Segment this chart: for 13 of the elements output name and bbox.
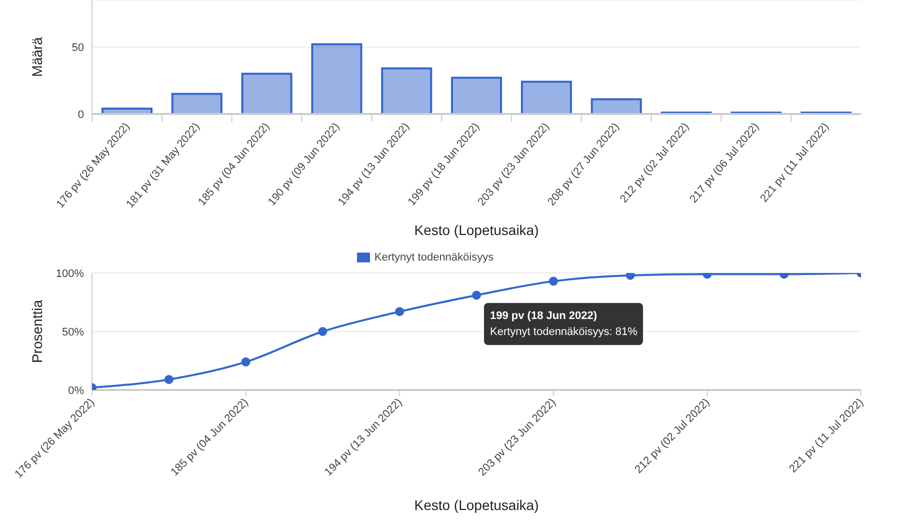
annotation: 199 pv (18 Jun 2022) xyxy=(490,309,598,324)
tooltip-box: 199 pv (18 Jun 2022) Kertynyt todennäköisyys: 81% xyxy=(484,303,644,345)
legend-label: Kertynyt todennäköisyys xyxy=(374,251,494,264)
y-tick-label: 0% xyxy=(68,384,84,397)
annotation: Kertynyt todennäköisyys: 81% xyxy=(490,325,638,340)
x-axis-title: Kesto (Lopetusaika) xyxy=(414,222,539,238)
y-axis-title: Prosenttia xyxy=(29,300,45,364)
y-tick-label: 50 xyxy=(72,42,84,54)
y-axis-title: Määrä xyxy=(29,36,45,77)
y-tick-label: 50% xyxy=(62,326,84,338)
x-axis-title: Kesto (Lopetusaika) xyxy=(414,497,539,513)
y-tick-label: 0 xyxy=(78,108,84,121)
y-tick-label: 100% xyxy=(56,268,84,280)
